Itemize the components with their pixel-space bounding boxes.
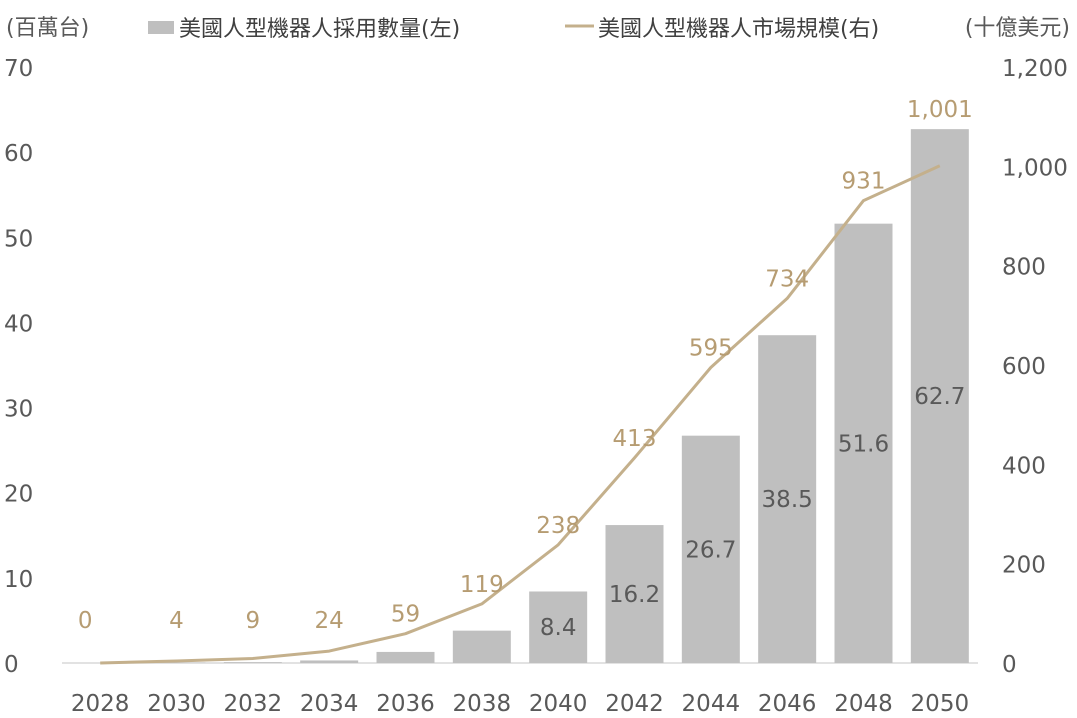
bar-series: [147, 129, 969, 664]
bar-data-label: 8.4: [540, 615, 577, 641]
left-axis-tick-label: 70: [4, 56, 33, 82]
x-axis-tick-label: 2046: [758, 691, 817, 717]
left-axis-tick-label: 50: [4, 226, 33, 252]
x-axis-tick-label: 2044: [682, 691, 741, 717]
legend: 美國人型機器人採用數量(左) 美國人型機器人市場規模(右): [148, 17, 879, 42]
line-data-labels: 0 4 9 24 59 119 238 413 595 734 931 1,001: [78, 97, 973, 634]
bar-data-label: 26.7: [685, 537, 736, 563]
legend-bar-swatch: [148, 21, 174, 34]
right-axis-tick-label: 800: [1002, 255, 1046, 281]
right-axis-tick-label: 600: [1002, 354, 1046, 380]
line-data-label: 119: [460, 572, 504, 598]
x-axis-ticks: 2028 2030 2032 2034 2036 2038 2040 2042 2044 2046…: [71, 691, 969, 717]
line-data-label: 413: [613, 426, 657, 452]
left-axis-tick-label: 40: [4, 311, 33, 337]
x-axis-tick-label: 2038: [453, 691, 512, 717]
x-axis-tick-label: 2042: [605, 691, 664, 717]
x-axis-tick-label: 2034: [300, 691, 359, 717]
bar: [376, 651, 435, 663]
left-axis-tick-label: 0: [4, 652, 19, 678]
right-axis-ticks: 0 200 400 600 800 1,000 1,200: [1002, 56, 1068, 678]
line-data-label: 238: [536, 513, 580, 539]
bar-data-label: 16.2: [609, 582, 660, 608]
x-axis-tick-label: 2040: [529, 691, 588, 717]
bar: [223, 662, 282, 663]
bar: [910, 129, 969, 663]
left-axis-tick-label: 20: [4, 482, 33, 508]
line-data-label: 734: [765, 266, 809, 292]
right-axis-unit: (十億美元): [965, 16, 1070, 41]
bar: [529, 591, 588, 663]
x-axis-tick-label: 2050: [911, 691, 970, 717]
right-axis-tick-label: 1,200: [1002, 56, 1068, 82]
bar: [300, 660, 359, 663]
legend-bar-label: 美國人型機器人採用數量(左): [179, 17, 460, 42]
bar-data-label: 51.6: [838, 431, 889, 457]
bar: [452, 630, 511, 663]
market-size-line: [100, 164, 941, 665]
line-data-label: 59: [391, 602, 420, 628]
line-data-label: 4: [169, 608, 184, 634]
x-axis-tick-label: 2030: [147, 691, 206, 717]
right-axis-tick-label: 0: [1002, 652, 1017, 678]
x-axis-tick-label: 2036: [376, 691, 435, 717]
bar-data-label: 38.5: [762, 487, 813, 513]
left-axis-unit: (百萬台): [6, 16, 89, 41]
right-axis-tick-label: 200: [1002, 553, 1046, 579]
line-data-label: 24: [315, 608, 344, 634]
line-data-label: 595: [689, 335, 733, 361]
left-axis-tick-label: 10: [4, 567, 33, 593]
legend-line-label: 美國人型機器人市場規模(右): [598, 17, 879, 42]
line-data-label: 0: [78, 608, 93, 634]
bar: [605, 525, 664, 663]
right-axis-tick-label: 1,000: [1002, 155, 1068, 181]
left-axis-ticks: 0 10 20 30 40 50 60 70: [4, 56, 33, 678]
bar-data-labels: 8.4 16.2 26.7 38.5 51.6 62.7: [540, 384, 966, 641]
right-axis-tick-label: 400: [1002, 453, 1046, 479]
x-axis-tick-label: 2028: [71, 691, 130, 717]
line-data-label: 931: [842, 169, 886, 195]
bar: [758, 335, 817, 663]
bar: [834, 223, 893, 664]
left-axis-tick-label: 30: [4, 397, 33, 423]
x-axis-tick-label: 2032: [224, 691, 283, 717]
bar-data-label: 62.7: [914, 384, 965, 410]
line-data-label: 1,001: [907, 97, 973, 123]
bar: [681, 435, 740, 663]
left-axis-tick-label: 60: [4, 141, 33, 167]
x-axis-tick-label: 2048: [834, 691, 893, 717]
line-data-label: 9: [246, 608, 261, 634]
